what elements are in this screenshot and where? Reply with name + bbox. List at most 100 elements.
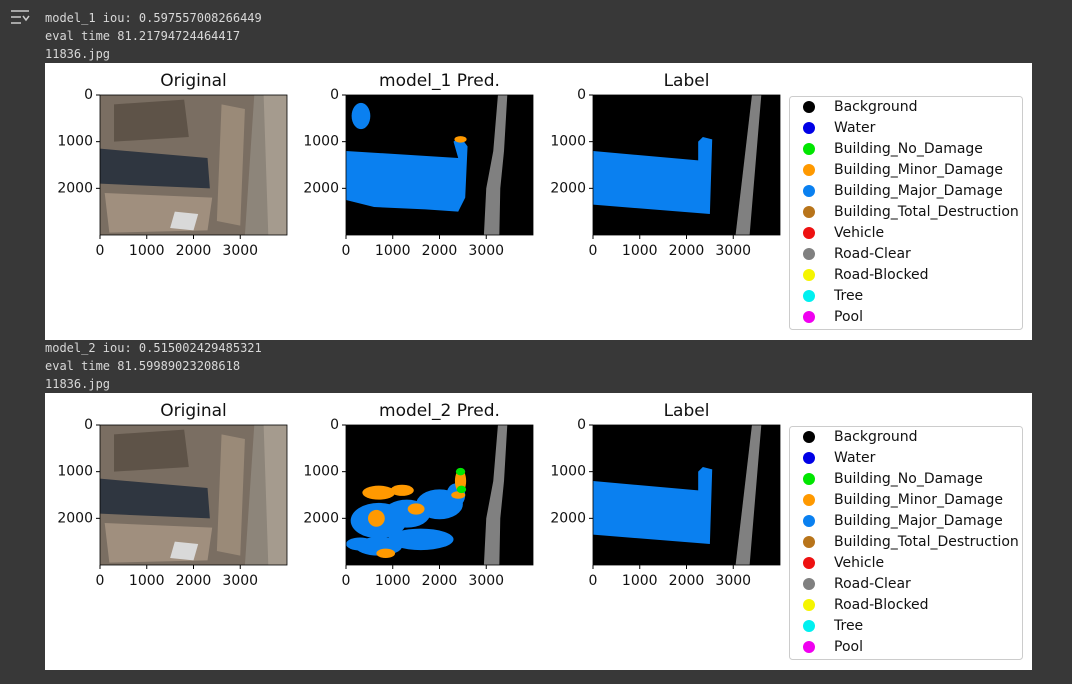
x-tick-label: 0 [589, 243, 598, 259]
y-tick-label: 1000 [57, 464, 93, 480]
log-line: eval time 81.59989023208618 [45, 359, 241, 373]
legend-marker [803, 599, 815, 611]
panel-title: Label [664, 71, 710, 91]
image-panel [100, 95, 287, 235]
legend-marker [803, 206, 815, 218]
x-tick-label: 1000 [375, 243, 411, 259]
legend-label: Road-Clear [834, 246, 911, 262]
x-tick-label: 3000 [222, 243, 258, 259]
x-tick-label: 1000 [622, 573, 658, 589]
cell-output-log: model_2 iou: 0.515002429485321 eval time … [45, 339, 262, 393]
legend-label: Pool [834, 639, 863, 655]
x-tick-label: 2000 [422, 243, 458, 259]
x-tick-label: 0 [342, 243, 351, 259]
log-line: model_2 iou: 0.515002429485321 [45, 341, 262, 355]
image-panel [593, 425, 780, 565]
mask-blob [388, 528, 454, 551]
y-tick-label: 0 [577, 87, 586, 103]
legend-marker [803, 164, 815, 176]
x-tick-label: 3000 [468, 243, 504, 259]
legend-marker [803, 269, 815, 281]
y-tick-label: 1000 [303, 464, 339, 480]
mask-blob [455, 467, 466, 476]
y-tick-label: 0 [84, 87, 93, 103]
mask-blob [407, 503, 425, 515]
mask-blob [367, 509, 385, 527]
legend-marker [803, 557, 815, 569]
figure-canvas: Original 0 1000 2000 3000 0 1000 2000 model_1 Pr… [57, 71, 1023, 330]
y-tick-label: 0 [84, 417, 93, 433]
x-tick-label: 2000 [669, 573, 705, 589]
x-tick-label: 0 [589, 573, 598, 589]
mask-blob [346, 537, 375, 551]
x-tick-label: 0 [96, 573, 105, 589]
photo-yard [263, 425, 287, 565]
legend-label: Tree [833, 618, 863, 634]
mask-blob [362, 485, 396, 500]
output-toggle-icon[interactable] [9, 7, 31, 27]
log-line: 11836.jpg [45, 377, 111, 391]
x-tick-label: 2000 [422, 573, 458, 589]
x-tick-label: 0 [342, 573, 351, 589]
mask-building [593, 137, 713, 214]
legend-marker [803, 494, 815, 506]
mask-blob [376, 548, 396, 558]
x-tick-label: 0 [96, 243, 105, 259]
x-tick-label: 1000 [129, 573, 165, 589]
cell-output-log: model_1 iou: 0.597557008266449 eval time … [45, 9, 262, 63]
legend-label: Background [834, 429, 918, 445]
mask-road [735, 425, 762, 565]
y-tick-label: 1000 [550, 464, 586, 480]
mask-road [483, 95, 508, 235]
legend-marker [803, 101, 815, 113]
panel-title: model_2 Pred. [379, 401, 500, 421]
y-tick-label: 1000 [57, 134, 93, 150]
legend-marker [803, 311, 815, 323]
log-line: eval time 81.21794724464417 [45, 29, 241, 43]
log-line: model_1 iou: 0.597557008266449 [45, 11, 262, 25]
legend-label: Road-Clear [834, 576, 911, 592]
photo-debris [114, 99, 189, 142]
photo-debris [216, 434, 245, 556]
legend-label: Background [834, 99, 918, 115]
x-tick-label: 3000 [715, 573, 751, 589]
legend-marker [803, 515, 815, 527]
panel-title: Label [664, 401, 710, 421]
y-tick-label: 0 [577, 417, 586, 433]
photo-debris [170, 211, 199, 231]
legend-label: Pool [834, 309, 863, 325]
panel-title: model_1 Pred. [379, 71, 500, 91]
mask-blob [390, 484, 414, 496]
legend-label: Building_Total_Destruction [834, 534, 1019, 550]
photo-debris [104, 523, 213, 563]
y-tick-label: 2000 [57, 510, 93, 526]
legend-label: Water [834, 120, 876, 136]
mask-blob [454, 136, 467, 143]
legend-marker [803, 227, 815, 239]
image-panel [593, 95, 780, 235]
x-tick-label: 2000 [176, 243, 212, 259]
figure: Original 0 1000 2000 3000 0 1000 2000 model_2 Pr… [45, 393, 1032, 670]
legend-label: Road-Blocked [834, 267, 929, 283]
figure: Original 0 1000 2000 3000 0 1000 2000 model_1 Pr… [45, 63, 1032, 340]
mask-blob [456, 485, 467, 494]
mask-blob [451, 491, 466, 499]
y-tick-label: 2000 [550, 510, 586, 526]
photo-roof [100, 148, 210, 189]
photo-roof [100, 478, 210, 519]
y-tick-label: 0 [330, 87, 339, 103]
image-panel [100, 425, 287, 565]
y-tick-label: 2000 [57, 180, 93, 196]
y-tick-label: 1000 [303, 134, 339, 150]
photo-debris [114, 429, 189, 472]
legend-label: Tree [833, 288, 863, 304]
x-tick-label: 3000 [468, 573, 504, 589]
mask-building [593, 467, 713, 544]
x-tick-label: 1000 [375, 573, 411, 589]
y-tick-label: 2000 [550, 180, 586, 196]
figure-canvas: Original 0 1000 2000 3000 0 1000 2000 model_2 Pr… [57, 401, 1023, 660]
mask-road [483, 425, 508, 565]
log-line: 11836.jpg [45, 47, 111, 61]
x-tick-label: 2000 [176, 573, 212, 589]
image-panel [346, 95, 533, 235]
